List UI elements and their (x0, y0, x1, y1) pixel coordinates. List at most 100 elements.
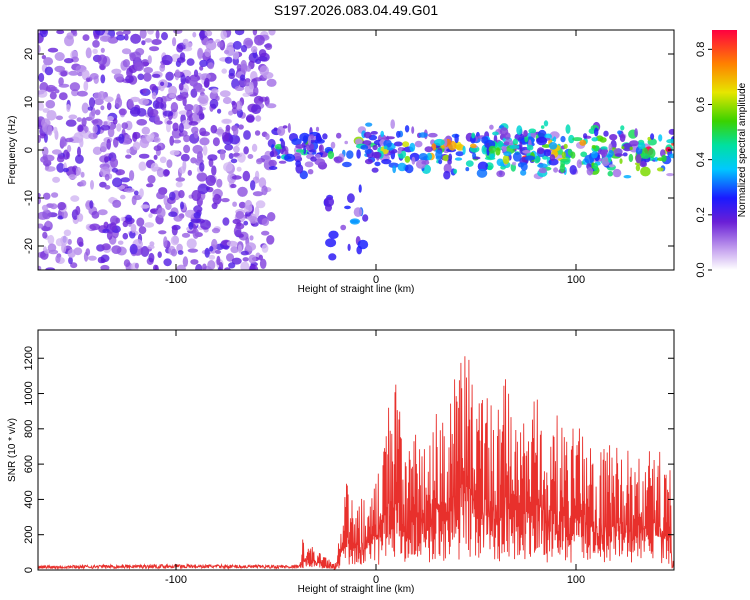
spectrogram-cell (186, 109, 193, 119)
spectrogram-cell (187, 248, 199, 253)
spectrogram-cell (88, 132, 98, 140)
colorbar-label: Normalized spectral amplitude (737, 82, 748, 217)
spectrogram-cell (243, 130, 251, 140)
spectrogram-cell (75, 205, 81, 216)
spectrogram-cell (325, 238, 337, 248)
spectrogram-cell (230, 158, 238, 164)
spectrogram-cell (173, 139, 182, 144)
spectrogram-cell (163, 236, 168, 248)
spectrogram-cell (192, 228, 199, 239)
spectrogram-cell (240, 44, 248, 53)
spectrogram-cell (347, 193, 355, 204)
spectrogram-cell (308, 149, 317, 153)
spectrogram-cell (639, 160, 647, 168)
spectrogram-cell (124, 34, 129, 41)
spectrogram-cell (166, 159, 173, 169)
spectrogram-cell (149, 46, 160, 52)
spectrogram-cell (85, 47, 92, 59)
spectrogram-cell (254, 34, 265, 46)
spectrogram-cell (637, 142, 646, 150)
spectrogram-y-label: Frequency (Hz) (7, 116, 18, 185)
spectrogram-cell (175, 181, 183, 188)
spectrogram-cell (629, 146, 633, 151)
spectrogram-cell (583, 133, 588, 139)
snr-ytick-label: 200 (23, 526, 35, 544)
spectrogram-cell (153, 136, 161, 143)
spectrogram-cell (411, 126, 415, 134)
spectrogram-cell (112, 199, 122, 208)
spectrogram-cell (93, 92, 102, 100)
spectrogram-cell (65, 119, 77, 127)
spectrogram-cell (143, 67, 153, 74)
spectrogram-cell (170, 102, 179, 113)
spectrogram-cell (503, 141, 510, 146)
spectrogram-cell (255, 200, 266, 209)
spectrogram-cell (591, 137, 598, 142)
spectrogram-cell (180, 74, 186, 85)
spectrogram-cell (163, 195, 169, 206)
spectrogram-cell (233, 145, 240, 153)
spectrogram-cell (99, 181, 107, 188)
spectrogram-cell (189, 78, 198, 87)
spectrogram-cell (254, 130, 261, 136)
snr-x-ticks: -100 0 100 (165, 330, 585, 586)
spectrogram-cell (67, 144, 72, 153)
spectrogram-cell (200, 219, 211, 230)
spectrogram-cell (130, 33, 142, 44)
spectrogram-cell (92, 48, 98, 55)
spectrogram-cell (192, 104, 200, 114)
spectrogram-cell (100, 264, 110, 270)
spectrogram-cell (52, 176, 61, 183)
spectrogram-cell (169, 191, 176, 201)
spectrogram-cell (130, 223, 137, 233)
spectrogram-cell (111, 68, 122, 75)
spectrogram-cell (265, 43, 273, 50)
spectrogram-cell (666, 139, 674, 144)
spectrogram-cell (580, 151, 588, 158)
spectrogram-cell (661, 154, 667, 162)
spectrogram-cell (154, 264, 159, 270)
spectrogram-cell (172, 122, 179, 132)
spectrogram-cell (222, 96, 232, 105)
spectrogram-cell (138, 98, 150, 106)
spectrogram-cell (146, 183, 154, 188)
spectrogram-cell (155, 102, 164, 109)
spectrogram-cell (305, 142, 315, 152)
colorbar-tick-label: 0.2 (695, 207, 707, 222)
spectrogram-cell (186, 42, 193, 48)
spectrogram-ytick-label: -10 (23, 190, 35, 206)
spectrogram-x-ticks: -100 0 100 (165, 30, 585, 286)
spectrogram-cell (454, 157, 463, 161)
spectrogram-cell (560, 158, 570, 163)
spectrogram-cell (238, 124, 244, 130)
spectrogram-cell (591, 151, 598, 159)
spectrogram-cell (45, 267, 56, 270)
spectrogram-cell (40, 156, 49, 163)
spectrogram-cell (123, 188, 135, 193)
spectrogram-cell (116, 123, 122, 132)
spectrogram-cell (470, 143, 477, 149)
spectrogram-cell (245, 210, 251, 217)
spectrogram-cell (207, 62, 214, 70)
spectrogram-cell (252, 191, 264, 197)
spectrogram-cell (169, 150, 180, 156)
spectrogram-cell (453, 168, 458, 174)
spectrogram-cell (190, 218, 202, 223)
spectrogram-cell (258, 49, 267, 58)
spectrogram-cell (77, 124, 84, 132)
colorbar-gradient (712, 30, 737, 270)
spectrogram-cell (48, 249, 59, 255)
spectrogram-cell (240, 74, 246, 81)
spectrogram-cell (171, 225, 178, 236)
spectrogram-cell (594, 127, 599, 137)
spectrogram-cell (537, 129, 547, 139)
spectrogram-cell (393, 141, 403, 147)
spectrogram-cell (647, 148, 656, 159)
spectrogram-cell (356, 149, 361, 159)
spectrogram-cell (476, 168, 488, 178)
spectrogram-cell (170, 248, 178, 257)
spectrogram-cell (104, 185, 111, 190)
spectrogram-cell (370, 131, 378, 135)
spectrogram-cell (658, 134, 663, 142)
spectrogram-cell (182, 256, 189, 267)
